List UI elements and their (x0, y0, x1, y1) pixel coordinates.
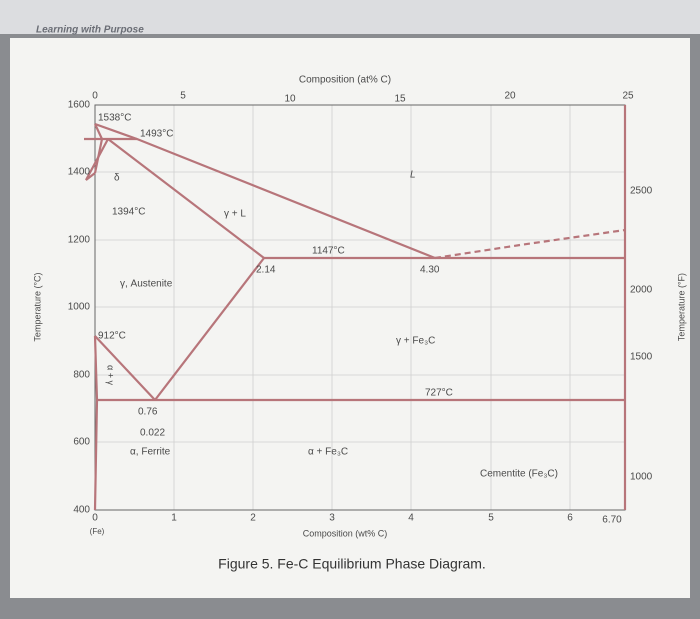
annotation: 1147°C (312, 246, 345, 257)
y-tick-label: 1400 (68, 167, 91, 178)
top-tick-label: 5 (180, 91, 186, 102)
annotation: 4.30 (420, 265, 440, 276)
x-tick-label: 5 (488, 513, 494, 524)
region-label: δ (114, 173, 120, 184)
x-axis-title: Composition (wt% C) (303, 528, 388, 538)
annotation: 1538°C (98, 113, 131, 124)
top-tick-label: 25 (622, 91, 634, 102)
top-bar (0, 0, 700, 34)
y-tick-label: 1000 (68, 302, 91, 313)
annotation: 727°C (425, 388, 453, 399)
annotation: 1493°C (140, 129, 173, 140)
top-tick-label: 10 (284, 94, 296, 105)
x-tick-label: 2 (250, 513, 256, 524)
region-label: γ + L (224, 209, 246, 220)
x-tick-label: 6 (567, 513, 573, 524)
region-label: α, Ferrite (130, 447, 171, 458)
y2-tick-label: 1500 (630, 352, 653, 363)
x-tick-label: 1 (171, 513, 177, 524)
delta-gamma (85, 138, 109, 181)
region-label: γ + Fe₃C (396, 336, 435, 347)
y2-tick-label: 2500 (630, 186, 653, 197)
y2-tick-label: 1000 (630, 472, 653, 483)
annotation: 0.76 (138, 407, 158, 418)
y-tick-label: 1200 (68, 235, 91, 246)
solidus (107, 138, 265, 259)
annotation: 2.14 (256, 265, 276, 276)
annotation: 0.022 (140, 428, 165, 439)
top-tick-label: 0 (92, 91, 98, 102)
annotation: 912°C (98, 331, 126, 342)
top-tick-label: 15 (394, 94, 406, 105)
y2-axis-title: Temperature (°F) (676, 273, 686, 341)
x-tick-label: 4 (408, 513, 414, 524)
annotation: 1394°C (112, 207, 145, 218)
top-tick-label: 20 (504, 91, 516, 102)
y-tick-label: 400 (73, 505, 90, 516)
paper (10, 38, 690, 598)
figure-caption: Figure 5. Fe-C Equilibrium Phase Diagram… (218, 556, 486, 572)
grid (95, 105, 625, 510)
y-axis-title: Temperature (°C) (32, 272, 42, 341)
region-label: L (410, 170, 416, 181)
phase-lines (84, 105, 627, 511)
x-tick-label: 6.70 (602, 515, 622, 526)
region-label: Cementite (Fe₃C) (480, 469, 558, 480)
acm-line (154, 257, 265, 401)
x-tick-sublabel: (Fe) (90, 527, 105, 536)
x-tick-label: 3 (329, 513, 335, 524)
y-tick-label: 1600 (68, 100, 91, 111)
liquidus-fe3c (434, 228, 626, 260)
brand: Learning with Purpose (36, 25, 144, 36)
top-axis-title: Composition (at% C) (299, 75, 391, 86)
gamma-alpha-boundary (94, 335, 156, 401)
region-label: α + Fe₃C (308, 447, 348, 458)
region-label: γ, Austenite (120, 279, 173, 290)
region-label: α + γ (106, 365, 116, 385)
x-tick-label: 0 (92, 513, 98, 524)
y-tick-label: 600 (73, 437, 90, 448)
y-tick-label: 800 (73, 370, 90, 381)
y2-tick-label: 2000 (630, 285, 653, 296)
